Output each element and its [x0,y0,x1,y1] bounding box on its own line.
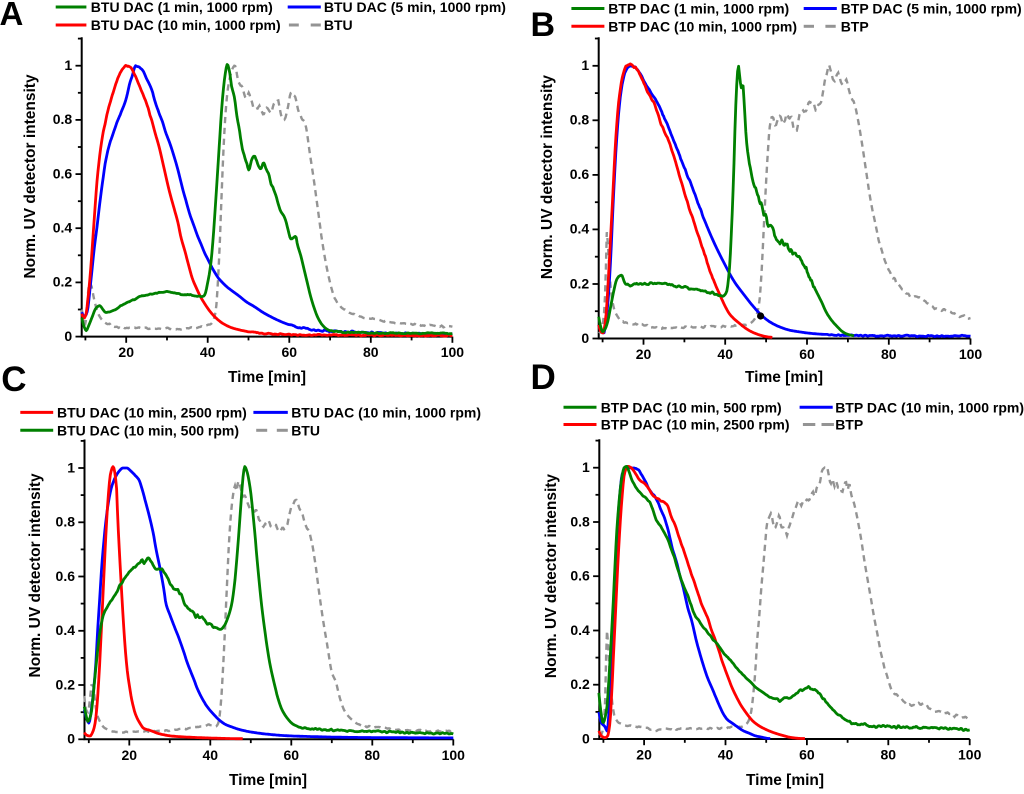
svg-text:100: 100 [441,344,465,360]
svg-text:60: 60 [284,747,300,763]
svg-text:BTP: BTP [835,417,863,433]
svg-text:100: 100 [959,346,983,362]
svg-text:20: 20 [636,346,652,362]
svg-text:40: 40 [200,344,216,360]
svg-text:BTU DAC (5 min, 1000 rpm): BTU DAC (5 min, 1000 rpm) [324,0,506,15]
svg-text:80: 80 [363,344,379,360]
svg-text:Norm. UV detector intensity: Norm. UV detector intensity [22,74,39,278]
svg-text:20: 20 [118,344,134,360]
svg-text:BTP DAC (1 min, 1000 rpm): BTP DAC (1 min, 1000 rpm) [608,1,789,17]
svg-text:Time [min]: Time [min] [229,772,307,789]
svg-text:BTU DAC (1 min, 1000 rpm): BTU DAC (1 min, 1000 rpm) [91,0,273,15]
svg-text:0.4: 0.4 [56,622,76,638]
svg-text:0.2: 0.2 [570,275,590,291]
svg-text:0.8: 0.8 [570,112,590,128]
svg-text:1: 1 [581,57,589,73]
svg-text:0: 0 [581,330,589,346]
svg-text:40: 40 [717,346,733,362]
svg-text:BTP DAC (5 min, 1000 rpm): BTP DAC (5 min, 1000 rpm) [841,1,1022,17]
svg-text:BTP DAC (10 min, 2500 rpm): BTP DAC (10 min, 2500 rpm) [601,417,790,433]
svg-text:0.6: 0.6 [56,568,76,584]
svg-text:20: 20 [122,747,138,763]
svg-text:0.4: 0.4 [570,221,590,237]
svg-text:BTP DAC (10 min, 1000 rpm): BTP DAC (10 min, 1000 rpm) [835,399,1024,415]
svg-text:0.2: 0.2 [53,274,73,290]
svg-text:0.8: 0.8 [56,514,76,530]
svg-text:1: 1 [582,459,590,475]
svg-text:20: 20 [636,747,652,763]
svg-text:0.6: 0.6 [570,166,590,182]
svg-text:Time [min]: Time [min] [745,369,823,386]
svg-text:60: 60 [799,346,815,362]
svg-text:Time [min]: Time [min] [228,369,306,386]
svg-text:80: 80 [881,747,897,763]
svg-text:0.4: 0.4 [53,220,73,236]
svg-text:C: C [1,360,26,399]
svg-text:60: 60 [799,747,815,763]
svg-text:0.8: 0.8 [570,513,590,529]
svg-text:Time [min]: Time [min] [746,772,824,789]
svg-text:BTU DAC (10 min, 1000 rpm): BTU DAC (10 min, 1000 rpm) [291,405,481,421]
svg-text:1: 1 [64,57,72,73]
svg-text:BTP DAC (10 min, 1000 rpm): BTP DAC (10 min, 1000 rpm) [608,18,797,34]
svg-text:60: 60 [282,344,298,360]
svg-text:BTU: BTU [324,17,353,33]
svg-text:80: 80 [365,747,381,763]
svg-text:40: 40 [718,747,734,763]
svg-text:0.6: 0.6 [570,568,590,584]
svg-text:100: 100 [958,747,982,763]
svg-text:Norm. UV detector intensity: Norm. UV detector intensity [27,473,44,677]
svg-text:100: 100 [442,747,466,763]
svg-text:0: 0 [64,328,72,344]
svg-text:Norm. UV detector intensity: Norm. UV detector intensity [539,75,556,279]
svg-text:0: 0 [582,730,590,746]
svg-text:80: 80 [881,346,897,362]
svg-text:0: 0 [67,731,75,747]
svg-text:A: A [0,0,23,32]
svg-text:0.8: 0.8 [53,111,73,127]
svg-text:0.2: 0.2 [56,676,76,692]
svg-text:BTP: BTP [841,18,869,34]
svg-text:1: 1 [67,459,75,475]
svg-text:BTU: BTU [291,422,320,438]
svg-text:BTP DAC (10 min, 500 rpm): BTP DAC (10 min, 500 rpm) [601,399,782,415]
svg-text:BTU DAC (10 min, 500 rpm): BTU DAC (10 min, 500 rpm) [57,422,239,438]
svg-text:BTU DAC (10 min, 2500 rpm): BTU DAC (10 min, 2500 rpm) [57,405,247,421]
svg-text:BTU DAC (10 min, 1000 rpm): BTU DAC (10 min, 1000 rpm) [91,17,281,33]
svg-text:0.6: 0.6 [53,165,73,181]
svg-text:D: D [531,358,556,397]
svg-text:40: 40 [203,747,219,763]
svg-text:0.2: 0.2 [570,676,590,692]
svg-text:Norm. UV detector intensity: Norm. UV detector intensity [543,474,560,678]
svg-text:B: B [531,6,556,44]
svg-text:0.4: 0.4 [570,622,590,638]
